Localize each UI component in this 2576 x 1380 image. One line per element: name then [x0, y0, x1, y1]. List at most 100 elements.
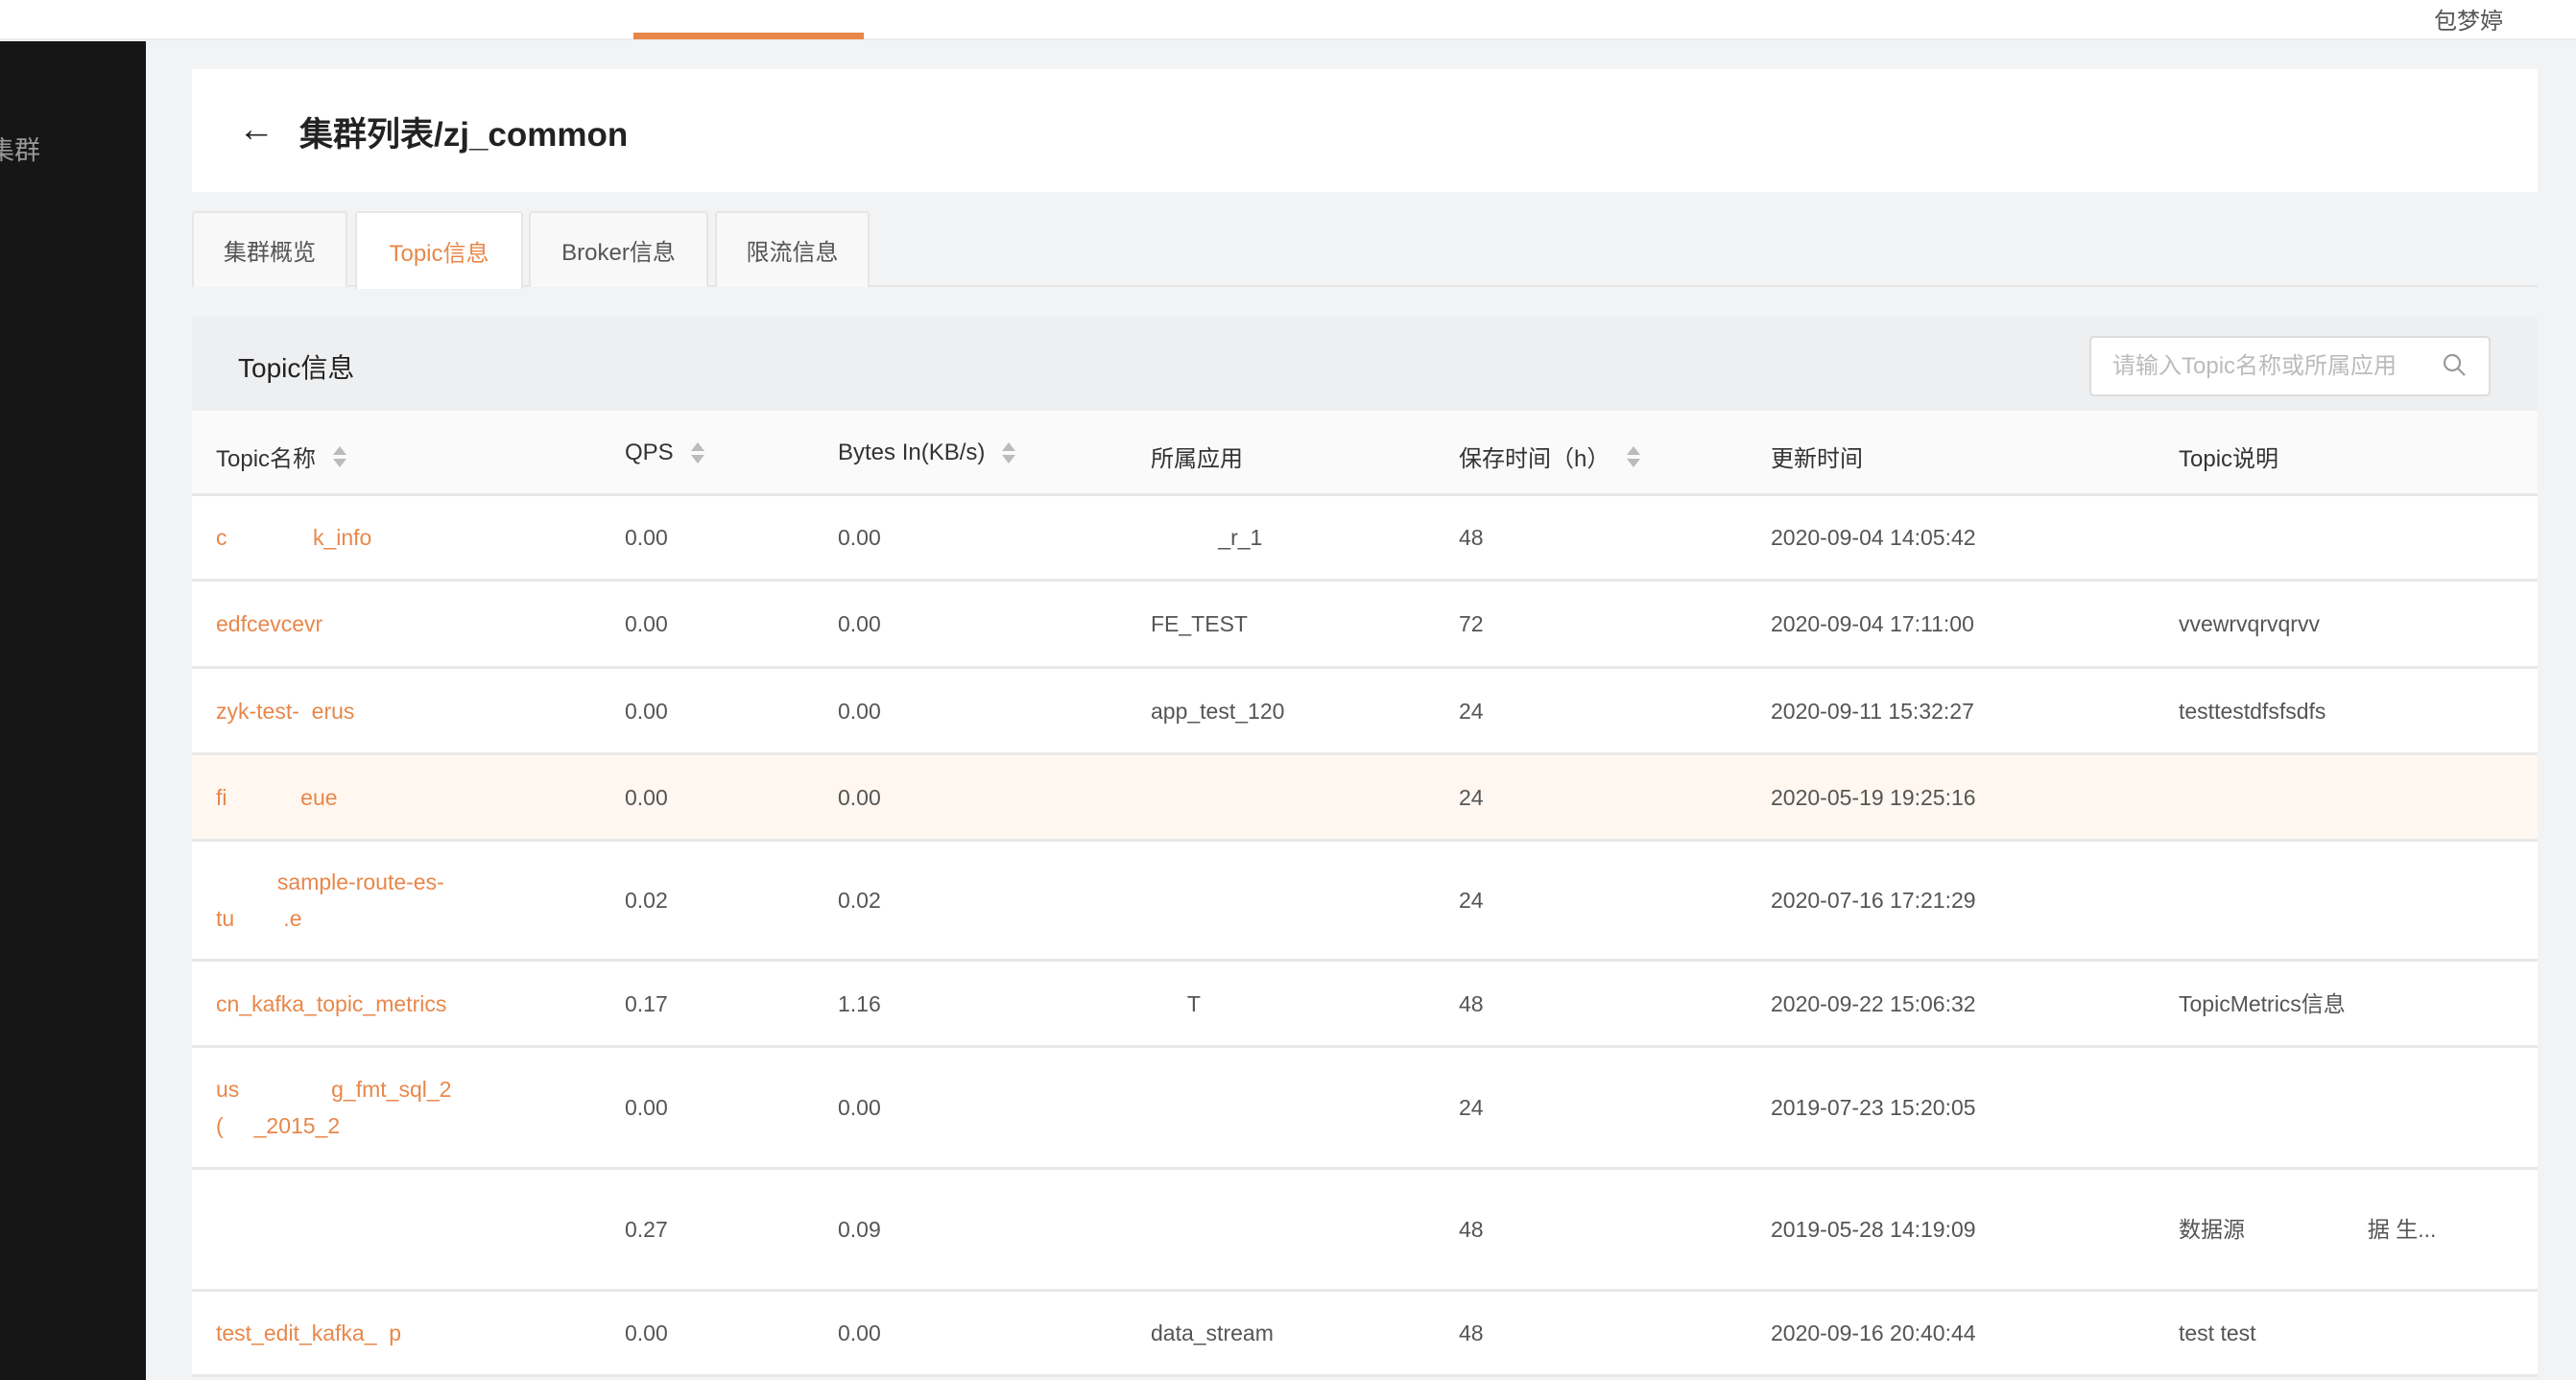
table-row[interactable]: edfcevcevr 0.00 0.00 FE_TEST 72 2020-09-04 17…	[192, 582, 2538, 669]
cell-name[interactable]: zyk-test- erus	[216, 698, 355, 724]
column-label: 所属应用	[1151, 446, 1243, 472]
cell-app: data_stream	[1151, 1321, 1274, 1345]
tab-broker-info[interactable]: Broker信息	[529, 211, 708, 287]
cell-retention: 24	[1459, 1095, 1484, 1120]
column-header-bytes[interactable]: Bytes In(KB/s)	[838, 440, 1016, 466]
cell-updated: 2020-09-16 20:40:44	[1771, 1321, 1976, 1345]
cell-qps: 0.00	[625, 1095, 668, 1120]
table-row[interactable]: 0.27 0.09 48 2019-05-28 14:19:09 数据源 据 生...	[192, 1170, 2538, 1292]
table-row[interactable]: cn_kafka_topic_metrics 0.17 1.16 T 48 2020-0…	[192, 962, 2538, 1048]
active-nav-indicator	[633, 33, 864, 39]
cell-updated: 2020-09-11 15:32:27	[1771, 698, 1974, 724]
topic-table: Topic名称 QPS Bytes In(KB/s) 所属应用 保存时间（h） 更新时间 T…	[192, 411, 2538, 1377]
column-label: Topic名称	[216, 446, 317, 472]
cell-qps: 0.00	[625, 784, 668, 810]
column-header-qps[interactable]: QPS	[625, 440, 704, 466]
search-icon[interactable]	[2441, 351, 2469, 380]
cell-app: T	[1151, 990, 1201, 1016]
column-header-desc: Topic说明	[2179, 440, 2278, 473]
cell-desc: vvewrvqrvqrvv	[2179, 611, 2320, 636]
cell-updated: 2019-05-28 14:19:09	[1771, 1217, 1976, 1242]
sort-icon[interactable]	[690, 442, 704, 464]
sidebar-item-cluster[interactable]: 集群	[0, 136, 40, 165]
table-row[interactable]: fi eue 0.00 0.00 24 2020-05-19 19:25:16	[192, 755, 2538, 842]
cell-qps: 0.00	[625, 611, 668, 636]
search-input[interactable]	[2112, 349, 2439, 384]
sort-icon[interactable]	[1627, 445, 1641, 467]
cell-bytes: 0.00	[838, 1095, 881, 1120]
user-name[interactable]: 包梦婷	[2434, 9, 2503, 35]
cell-retention: 48	[1459, 525, 1484, 550]
cell-name[interactable]: fi eue	[216, 784, 338, 810]
tab-throttle-info[interactable]: 限流信息	[715, 211, 870, 287]
cell-retention: 24	[1459, 888, 1484, 913]
column-header-name[interactable]: Topic名称	[216, 440, 347, 473]
cell-qps: 0.00	[625, 1321, 668, 1345]
page-header: ← 集群列表/zj_common	[192, 69, 2538, 192]
cell-bytes: 1.16	[838, 990, 881, 1016]
cell-desc: test test	[2179, 1321, 2256, 1345]
cell-desc: 数据源 据 生...	[2179, 1217, 2437, 1242]
column-header-app: 所属应用	[1151, 440, 1243, 473]
cell-app: FE_TEST	[1151, 611, 1248, 636]
cell-name[interactable]: c k_info	[216, 525, 372, 550]
cell-bytes: 0.00	[838, 698, 881, 724]
column-header-updated: 更新时间	[1771, 440, 1863, 473]
table-row[interactable]: zyk-test- erus 0.00 0.00 app_test_120 24 2020…	[192, 669, 2538, 755]
cell-app: _r_1	[1151, 525, 1263, 550]
cell-retention: 48	[1459, 990, 1484, 1016]
back-arrow-icon[interactable]: ←	[238, 109, 274, 150]
table-row[interactable]: c k_info 0.00 0.00 _r_1 48 2020-09-04 14:05:…	[192, 496, 2538, 582]
column-label: Topic说明	[2179, 446, 2279, 472]
cell-name[interactable]: sample-route-es- tu .e	[216, 869, 444, 931]
cell-updated: 2020-09-22 15:06:32	[1771, 990, 1976, 1016]
tab-bar: 集群概览 Topic信息 Broker信息 限流信息	[192, 211, 2538, 289]
cell-retention: 24	[1459, 698, 1484, 724]
cell-app: app_test_120	[1151, 698, 1285, 724]
sort-icon[interactable]	[1002, 442, 1016, 464]
column-label: Bytes In(KB/s)	[838, 440, 986, 465]
panel-title: Topic信息	[238, 353, 355, 383]
cell-bytes: 0.00	[838, 525, 881, 550]
table-row[interactable]: sample-route-es- tu .e 0.02 0.02 24 2020-07-…	[192, 842, 2538, 962]
cell-desc: testtestdfsfsdfs	[2179, 698, 2326, 724]
cell-retention: 48	[1459, 1321, 1484, 1345]
tab-topic-info[interactable]: Topic信息	[355, 211, 523, 289]
cell-desc: TopicMetrics信息	[2179, 990, 2346, 1016]
tab-cluster-overview[interactable]: 集群概览	[192, 211, 347, 287]
cell-retention: 72	[1459, 611, 1484, 636]
cell-updated: 2020-05-19 19:25:16	[1771, 784, 1976, 810]
cell-qps: 0.02	[625, 888, 668, 913]
cell-name[interactable]: test_edit_kafka_ p	[216, 1321, 402, 1345]
search-box	[2089, 336, 2491, 396]
page-title: 集群列表/zj_common	[299, 116, 629, 154]
cell-updated: 2020-09-04 14:05:42	[1771, 525, 1976, 550]
cell-bytes: 0.02	[838, 888, 881, 913]
cell-qps: 0.00	[625, 698, 668, 724]
table-body: c k_info 0.00 0.00 _r_1 48 2020-09-04 14:05:…	[192, 496, 2538, 1377]
table-row[interactable]: test_edit_kafka_ p 0.00 0.00 data_stream 48 2…	[192, 1292, 2538, 1377]
column-header-retention[interactable]: 保存时间（h）	[1459, 440, 1641, 473]
cell-bytes: 0.00	[838, 1321, 881, 1345]
sidebar: 集群	[0, 41, 146, 1380]
cell-bytes: 0.00	[838, 611, 881, 636]
cell-bytes: 0.09	[838, 1217, 881, 1242]
cell-name[interactable]: us g_fmt_sql_2 ( _2015_2	[216, 1077, 452, 1138]
cell-updated: 2019-07-23 15:20:05	[1771, 1095, 1976, 1120]
cell-name[interactable]: edfcevcevr	[216, 611, 323, 636]
cell-bytes: 0.00	[838, 784, 881, 810]
cell-retention: 48	[1459, 1217, 1484, 1242]
table-header: Topic名称 QPS Bytes In(KB/s) 所属应用 保存时间（h） 更新时间 T…	[192, 411, 2538, 496]
cell-updated: 2020-07-16 17:21:29	[1771, 888, 1976, 913]
column-label: 保存时间（h）	[1459, 446, 1610, 472]
panel-header: Topic信息	[192, 317, 2538, 411]
cell-retention: 24	[1459, 784, 1484, 810]
sort-icon[interactable]	[333, 445, 347, 467]
column-label: 更新时间	[1771, 446, 1863, 472]
cell-updated: 2020-09-04 17:11:00	[1771, 611, 1974, 636]
cell-qps: 0.17	[625, 990, 668, 1016]
top-bar: 包梦婷	[0, 0, 2576, 40]
cell-name[interactable]: cn_kafka_topic_metrics	[216, 990, 447, 1016]
table-row[interactable]: us g_fmt_sql_2 ( _2015_2 0.00 0.00 24 2019-0…	[192, 1048, 2538, 1170]
cell-qps: 0.00	[625, 525, 668, 550]
